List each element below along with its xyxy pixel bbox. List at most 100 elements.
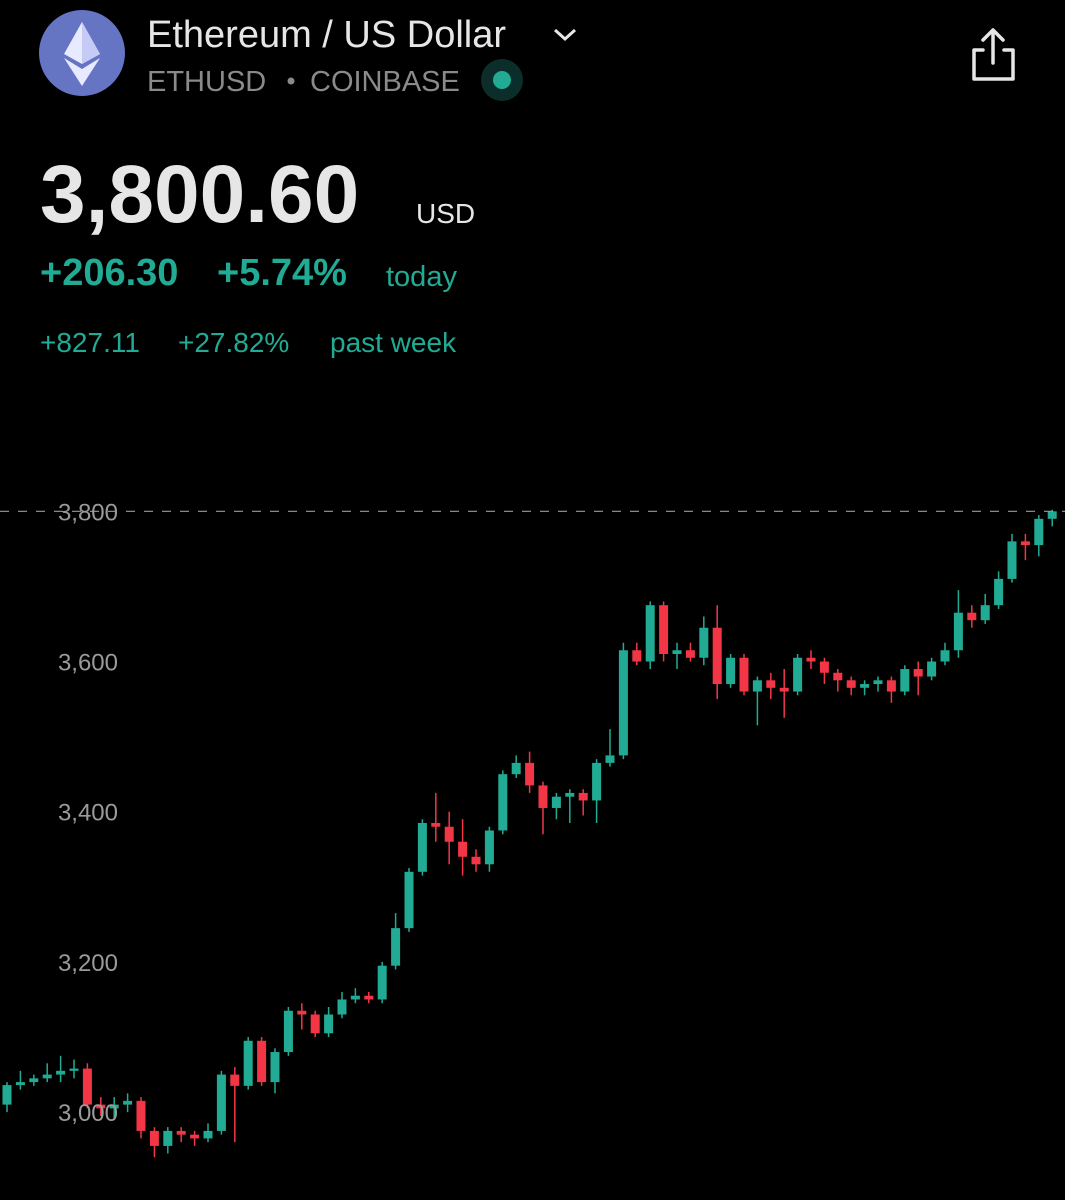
candle-body	[873, 680, 883, 685]
candle-body	[766, 680, 776, 688]
candle-body	[216, 1074, 226, 1131]
candle-body	[15, 1082, 25, 1086]
candle-body	[525, 762, 535, 786]
candle-body	[230, 1074, 240, 1086]
candle-body	[672, 650, 682, 655]
candle-body	[109, 1104, 119, 1109]
candle-body	[484, 830, 494, 865]
candle-body	[913, 669, 923, 677]
candle-body	[283, 1010, 293, 1053]
candle-body	[471, 856, 481, 865]
y-tick-label: 3,800	[58, 499, 118, 526]
change: +206.30	[40, 252, 178, 294]
candle-body	[900, 669, 910, 692]
week-change-pct: +27.82%	[178, 327, 289, 358]
candle-body	[1007, 541, 1017, 579]
candle-body	[806, 657, 816, 662]
candle-body	[618, 650, 628, 756]
candle-body	[431, 822, 441, 827]
week-change: +827.11	[40, 327, 140, 358]
candle-body	[592, 762, 602, 801]
y-tick-label: 3,600	[58, 650, 118, 677]
currency: USD	[416, 198, 475, 229]
candle-body	[632, 650, 642, 662]
candle-body	[149, 1130, 159, 1146]
candle-body	[967, 612, 977, 621]
candle-body	[297, 1010, 307, 1015]
candle-body	[752, 680, 762, 692]
y-tick-label: 3,400	[58, 800, 118, 827]
candle-body	[712, 627, 722, 685]
candle-body	[190, 1134, 200, 1139]
candle-body	[793, 657, 803, 692]
candle-body	[364, 995, 374, 1000]
candle-body	[56, 1070, 66, 1075]
candle-body	[1047, 511, 1057, 519]
candle-body	[123, 1100, 133, 1105]
candle-body	[779, 687, 789, 692]
candle-body	[69, 1068, 79, 1071]
candle-body	[96, 1104, 106, 1109]
y-tick-label: 3,000	[58, 1100, 118, 1127]
share-button[interactable]	[972, 28, 1015, 81]
price: 3,800.60	[40, 149, 359, 240]
dropdown-chevron[interactable]	[553, 28, 577, 42]
change-pct: +5.74%	[217, 252, 347, 294]
candle-body	[203, 1130, 213, 1139]
exchange: COINBASE	[310, 66, 460, 98]
ticker: ETHUSD	[147, 66, 266, 98]
candle-body	[163, 1130, 173, 1146]
candle-body	[270, 1052, 280, 1083]
candle-body	[605, 755, 615, 763]
candle-body	[2, 1085, 12, 1105]
candle-body	[860, 684, 870, 688]
candle-body	[551, 796, 561, 808]
candle-body	[257, 1040, 267, 1083]
eth-logo	[39, 10, 125, 96]
candle-body	[538, 785, 548, 808]
candle-body	[565, 792, 575, 797]
candle-body	[699, 627, 709, 658]
candle-body	[377, 965, 387, 1000]
candle-body	[29, 1078, 39, 1083]
candle-body	[404, 871, 414, 929]
candle-body	[940, 650, 950, 662]
candle-body	[846, 680, 856, 688]
symbol-title[interactable]: Ethereum / US Dollar	[147, 14, 506, 56]
candle-body	[176, 1130, 186, 1135]
candle-body	[458, 841, 468, 857]
candle-body	[886, 680, 896, 692]
candle-body	[685, 650, 695, 658]
candle-body	[350, 995, 360, 1000]
candle-body	[417, 822, 427, 872]
candle-body	[136, 1100, 146, 1131]
candle-body	[833, 672, 843, 681]
chart: 3,000 3,200 3,400 3,600 3,800	[0, 499, 1065, 1158]
candle-body	[645, 605, 655, 662]
y-tick-label: 3,200	[58, 950, 118, 977]
candle-body	[444, 826, 454, 842]
candle-body	[726, 657, 736, 685]
candle-body	[1020, 541, 1030, 546]
candle-body	[927, 661, 937, 677]
candle-body	[82, 1068, 92, 1105]
candle-body	[324, 1014, 334, 1034]
candle-body	[1034, 518, 1044, 546]
candle-body	[498, 774, 508, 831]
separator-dot	[287, 77, 295, 85]
candle-body	[980, 605, 990, 621]
candle-body	[994, 578, 1004, 606]
candle-body	[659, 605, 669, 655]
candle-body	[243, 1040, 253, 1086]
candle-body	[578, 792, 588, 801]
candle-body	[391, 928, 401, 966]
candle-body	[42, 1074, 52, 1079]
week-period: past week	[330, 327, 457, 358]
candle-body	[337, 999, 347, 1015]
candle-body	[739, 657, 749, 692]
candle-body	[511, 762, 521, 775]
market-status-dot	[493, 71, 511, 89]
candle-body	[310, 1014, 320, 1034]
change-period: today	[386, 261, 457, 293]
